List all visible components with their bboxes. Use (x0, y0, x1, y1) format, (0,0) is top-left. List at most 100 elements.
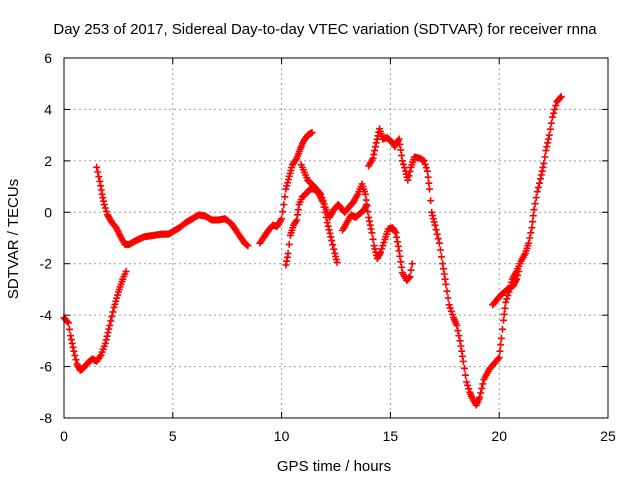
data-point (103, 332, 111, 340)
data-point (326, 229, 334, 237)
data-point (94, 168, 102, 176)
x-tick-label: 15 (383, 428, 399, 444)
data-point (494, 355, 502, 363)
data-point (432, 226, 440, 234)
data-point (377, 248, 385, 256)
data-point (408, 260, 416, 268)
data-point (405, 172, 413, 180)
data-point (429, 215, 437, 223)
data-point (280, 201, 288, 209)
data-point (436, 246, 444, 254)
data-point (109, 308, 117, 316)
data-point (361, 190, 369, 198)
data-point (93, 163, 101, 171)
data-point (100, 201, 108, 209)
data-point (538, 167, 546, 175)
data-point (537, 175, 545, 183)
data-point (457, 342, 465, 350)
data-point (440, 270, 448, 278)
data-point (391, 228, 399, 236)
data-point (540, 159, 548, 167)
data-point (435, 239, 443, 247)
data-point (401, 164, 409, 172)
data-point (316, 189, 324, 197)
data-point (370, 150, 378, 158)
data-point (279, 208, 287, 216)
data-point (439, 265, 447, 273)
data-point (365, 213, 373, 221)
data-point (371, 143, 379, 151)
data-point (428, 208, 436, 216)
x-tick-label: 0 (60, 428, 68, 444)
data-point (528, 224, 536, 232)
data-point (427, 197, 435, 205)
data-point (67, 336, 75, 344)
data-point (461, 371, 469, 379)
data-point (529, 212, 537, 220)
data-point (433, 230, 441, 238)
data-point (448, 311, 456, 318)
data-point (557, 93, 565, 101)
data-point (105, 325, 113, 333)
data-point (328, 237, 336, 245)
y-tick-label: -4 (40, 307, 53, 323)
data-point (325, 226, 333, 234)
data-point (445, 301, 453, 309)
data-point (327, 233, 335, 241)
data-point (495, 354, 503, 362)
data-point (283, 182, 291, 190)
data-point (370, 242, 378, 250)
plot-frame (63, 57, 609, 419)
y-tick-label: 6 (44, 50, 52, 66)
data-point (529, 218, 537, 226)
y-tick-label: -2 (40, 256, 53, 272)
data-point (434, 235, 442, 243)
data-point (333, 258, 341, 266)
data-point (107, 317, 115, 325)
data-point (407, 266, 415, 274)
data-point (244, 242, 252, 250)
data-point (503, 295, 511, 303)
data-point (542, 147, 550, 155)
data-point (324, 222, 332, 230)
data-point (543, 143, 551, 151)
data-point (547, 119, 555, 127)
data-point (323, 219, 331, 227)
data-point (308, 129, 316, 137)
data-point (549, 113, 557, 121)
x-tick-label: 10 (274, 428, 290, 444)
data-point (424, 173, 432, 181)
data-point (544, 135, 552, 143)
data-point (477, 389, 485, 397)
data-point (108, 312, 116, 320)
data-point (395, 135, 403, 143)
data-point (430, 218, 438, 226)
data-point (455, 332, 463, 340)
data-point (498, 325, 506, 333)
data-point (545, 131, 553, 139)
data-point (446, 304, 454, 312)
data-point (459, 357, 467, 365)
data-point (551, 105, 559, 113)
data-point (106, 321, 114, 329)
x-tick-label: 5 (169, 428, 177, 444)
data-point (102, 207, 110, 215)
data-point (122, 267, 130, 275)
data-point (318, 194, 326, 201)
data-point (537, 171, 545, 179)
data-point (531, 200, 539, 208)
data-point (284, 249, 292, 257)
data-point (281, 193, 289, 201)
chart-title: Day 253 of 2017, Sidereal Day-to-day VTE… (53, 21, 597, 38)
data-point (371, 147, 379, 155)
data-point (368, 229, 376, 237)
data-point (439, 260, 447, 268)
data-point (425, 179, 433, 187)
data-point (504, 291, 512, 299)
data-point (556, 94, 564, 102)
data-point (431, 221, 439, 229)
data-point (453, 321, 461, 329)
y-tick-label: -6 (40, 359, 53, 375)
data-point (330, 245, 338, 253)
